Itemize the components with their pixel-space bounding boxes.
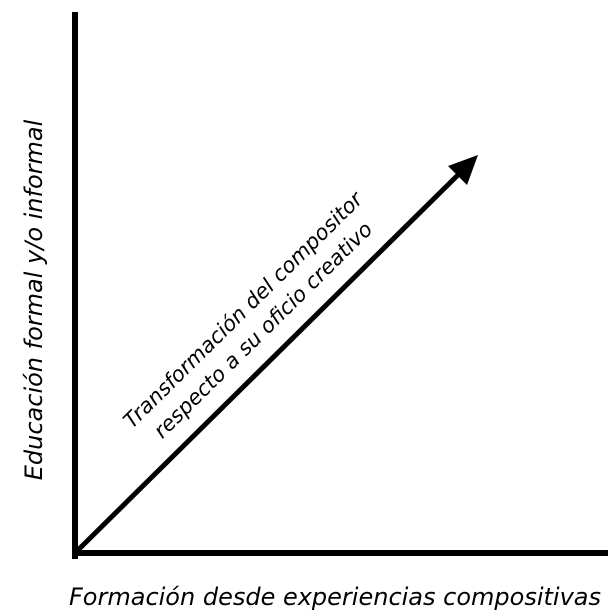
y-axis-label: Educación formal y/o informal xyxy=(20,119,48,480)
arrow-head-icon xyxy=(448,155,478,185)
diagonal-arrow-shaft xyxy=(73,168,465,555)
arrow-label-line-1: Transformación del compositor xyxy=(119,186,369,433)
x-axis-label: Formación desde experiencias compositiva… xyxy=(69,583,601,611)
arrow-label-line-2: respecto a su oficio creativo xyxy=(149,217,377,443)
